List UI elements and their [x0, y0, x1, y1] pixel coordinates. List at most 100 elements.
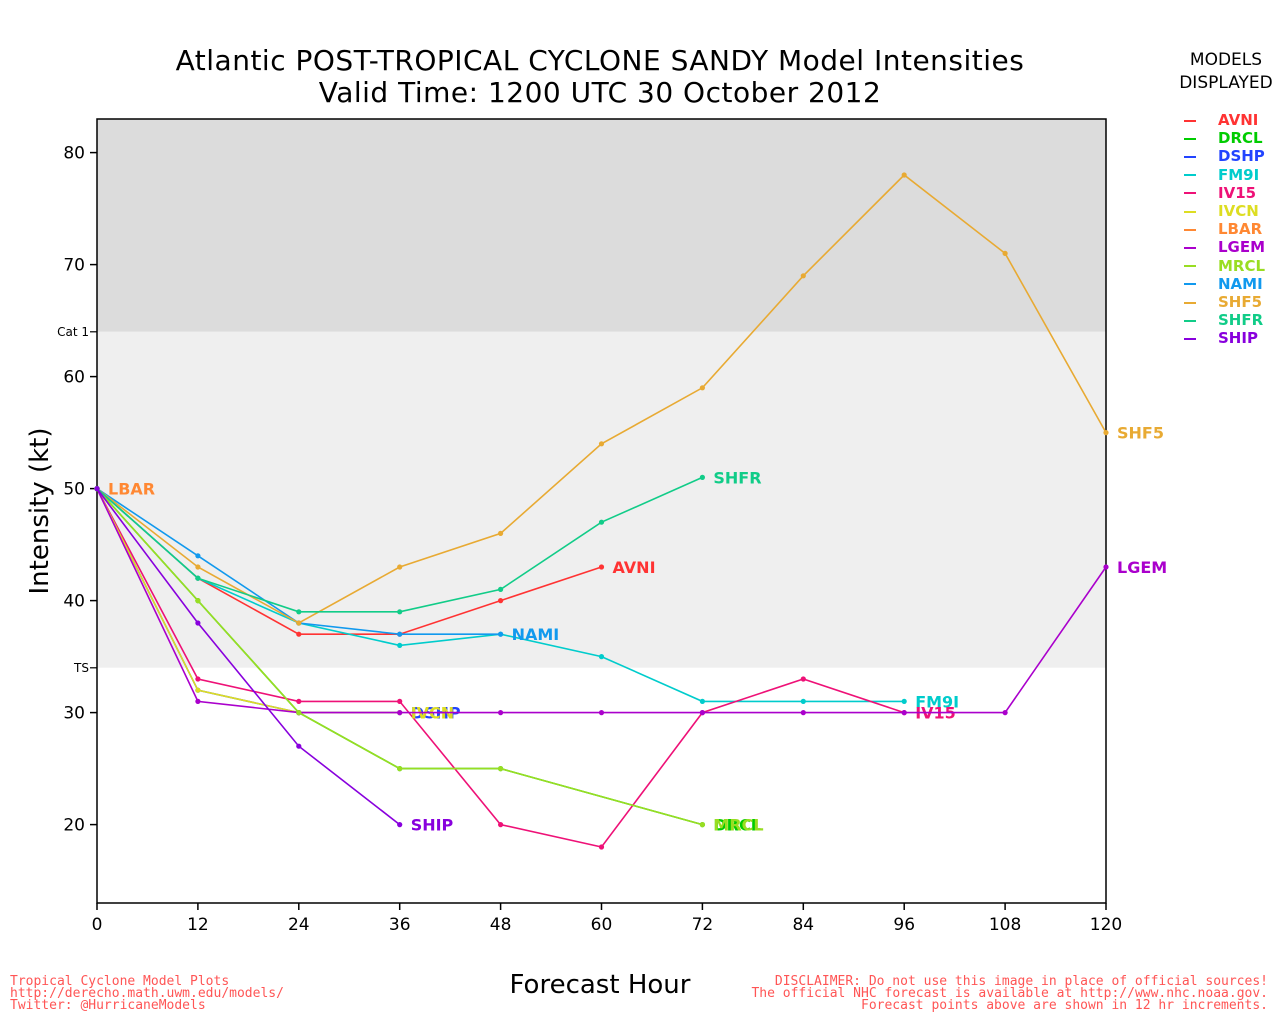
y-tick-label: 40 [63, 592, 85, 612]
legend-item-nami: NAMI [1184, 275, 1263, 293]
data-point-shf5 [1103, 430, 1109, 436]
series-line-mrcl [96, 488, 703, 826]
end-label-mrcl: MRCL [713, 816, 763, 835]
footer-twitter-line: Twitter: @HurricaneModels [10, 998, 206, 1013]
data-point-shf5 [1002, 250, 1008, 256]
end-label-avni: AVNI [613, 558, 656, 577]
y-axis-label: Intensity (kt) [25, 428, 55, 595]
legend-label: SHFR [1218, 311, 1264, 330]
legend-item-drcl: DRCL [1184, 129, 1263, 147]
legend-swatch [1184, 301, 1196, 304]
data-point-mrcl [397, 766, 403, 772]
y-tick-label: 70 [63, 256, 85, 276]
data-point-mrcl [498, 766, 504, 772]
disclaimer-line: DISCLAIMER: Do not use this image in pla… [774, 974, 1268, 989]
legend-label: IV15 [1218, 183, 1257, 202]
below-ts-band [97, 667, 1106, 903]
legend-item-ship: SHIP [1184, 329, 1258, 347]
legend-item-shfr: SHFR [1184, 311, 1263, 329]
chart-title: Atlantic POST-TROPICAL CYCLONE SANDY Mod… [175, 44, 1025, 77]
data-point-lgem [699, 710, 706, 716]
data-point-shf5 [598, 441, 605, 447]
legend-swatch [1184, 337, 1196, 340]
legend-swatch [1184, 319, 1196, 322]
end-label-drcl: DRCL [713, 816, 761, 835]
x-tick-label: 108 [989, 915, 1021, 935]
data-point-nami [397, 631, 403, 637]
data-point-iv15 [800, 676, 806, 682]
x-axis-label: Forecast Hour [509, 970, 691, 1000]
end-label-lbar: LBAR [108, 480, 155, 499]
data-point-fm9i [598, 654, 605, 660]
data-point-lgem [598, 710, 605, 716]
x-tick-label: 120 [1090, 915, 1122, 935]
legend-title-line1: MODELS [1189, 50, 1263, 70]
legend-title-line2: DISPLAYED [1179, 73, 1273, 93]
legend-swatch [1184, 137, 1196, 140]
legend-item-lgem: LGEM [1184, 238, 1265, 256]
legend-label: FM9I [1218, 165, 1260, 184]
data-point-mrcl [195, 598, 201, 604]
legend-swatch [1184, 265, 1196, 268]
data-point-shf5 [498, 530, 504, 537]
series-line-ship [96, 488, 401, 826]
legend-item-ivcn: IVCN [1184, 202, 1259, 220]
footer-disclaimer: DISCLAIMER: Do not use this image in pla… [751, 974, 1268, 1012]
data-point-ship [397, 822, 403, 828]
disclaimer-line: The official NHC forecast is available a… [751, 986, 1268, 1001]
legend-swatch [1184, 192, 1196, 195]
data-point-avni [598, 564, 605, 570]
end-label-shfr: SHFR [713, 468, 761, 487]
data-point-shf5 [901, 172, 907, 178]
end-label-shf5: SHF5 [1117, 424, 1164, 443]
legend-label: SHIP [1218, 329, 1258, 348]
legend-label: NAMI [1218, 274, 1263, 293]
x-tick-label: 48 [490, 915, 512, 935]
legend-swatch [1184, 283, 1196, 286]
end-label-ship: SHIP [411, 816, 454, 835]
threshold-label: Cat 1 [57, 325, 89, 339]
legend-item-dshp: DSHP [1184, 147, 1265, 165]
legend-swatch [1184, 119, 1196, 122]
data-point-lgem [1002, 710, 1008, 716]
data-point-nami [498, 631, 504, 637]
x-tick-label: 36 [389, 915, 411, 935]
x-tick-label: 60 [591, 915, 613, 935]
footer-credit-line: Tropical Cyclone Model Plots [10, 974, 230, 989]
x-tick-label: 24 [288, 915, 310, 935]
legend-swatch [1184, 228, 1196, 231]
data-point-lgem [195, 698, 201, 705]
end-label-nami: NAMI [512, 625, 560, 644]
legend-label: DRCL [1218, 129, 1263, 148]
data-point-shfr [296, 609, 302, 615]
cat1-band [97, 119, 1106, 332]
legend-label: AVNI [1218, 111, 1259, 129]
legend-item-avni: AVNI [1184, 111, 1258, 129]
y-tick-label: 20 [63, 816, 85, 836]
legend-item-lbar: LBAR [1184, 220, 1262, 238]
data-point-shf5 [195, 564, 201, 570]
x-tick-label: 72 [692, 915, 714, 935]
x-tick-label: 0 [92, 915, 103, 935]
data-point-shf5 [699, 385, 706, 391]
data-point-lgem [498, 710, 504, 716]
data-point-fm9i [699, 698, 706, 705]
legend-swatch [1184, 174, 1196, 177]
footer-credits: Tropical Cyclone Model Plots http://dere… [10, 974, 284, 1013]
data-point-fm9i [800, 698, 806, 705]
footer-url-line: http://derecho.math.uwm.edu/models/ [10, 986, 284, 1001]
data-point-shfr [195, 575, 201, 581]
x-tick-label: 12 [187, 915, 209, 935]
legend-label: SHF5 [1218, 293, 1263, 311]
data-point-shf5 [296, 620, 302, 626]
legend-item-iv15: IV15 [1184, 184, 1256, 202]
legend-label: LGEM [1218, 238, 1266, 257]
y-tick-label: 80 [63, 144, 85, 164]
threshold-label: TS [73, 661, 89, 675]
legend-swatch [1184, 210, 1196, 213]
data-point-iv15 [195, 676, 201, 682]
data-point-mrcl [699, 822, 706, 828]
data-point-fm9i [901, 698, 907, 705]
data-point-shfr [498, 586, 504, 593]
